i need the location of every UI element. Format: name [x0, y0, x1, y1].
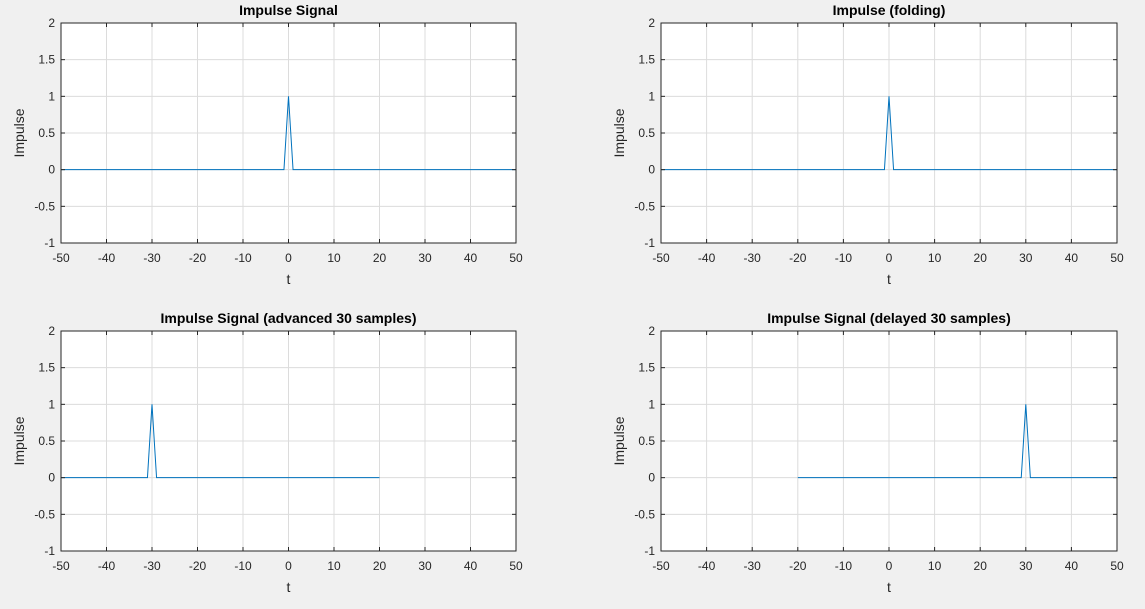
x-tick-label: -10	[234, 559, 252, 573]
series-line-1	[61, 404, 380, 479]
x-tick-label: -30	[143, 559, 161, 573]
x-tick-label: -20	[789, 251, 807, 265]
y-tick-label: 1.5	[38, 361, 55, 375]
chart-title: Impulse Signal (delayed 30 samples)	[767, 310, 1011, 326]
x-tick-label: 30	[1019, 251, 1033, 265]
x-tick-label: -20	[789, 559, 807, 573]
x-tick-label: 50	[509, 251, 523, 265]
x-tick-label: 50	[509, 559, 523, 573]
x-tick-label: 30	[418, 559, 432, 573]
y-tick-label: 0.5	[638, 434, 655, 448]
y-tick-label: -0.5	[34, 199, 55, 213]
x-tick-label: -10	[234, 251, 252, 265]
y-tick-label: 1	[48, 89, 55, 103]
y-tick-label: 0.5	[38, 434, 55, 448]
x-tick-label: -20	[189, 251, 207, 265]
y-tick-label: 1.5	[38, 53, 55, 67]
x-tick-label: -50	[52, 559, 70, 573]
y-tick-label: -0.5	[634, 199, 655, 213]
x-tick-label: -10	[835, 559, 853, 573]
y-tick-label: 0	[48, 163, 55, 177]
chart-title: Impulse Signal (advanced 30 samples)	[161, 310, 417, 326]
subplot-1: -50 -40 -30 -20 -10 0 10 20 30 40 50 -1 -0.5 0 0.5 1 1.5…	[11, 2, 523, 287]
chart-title: Impulse Signal	[239, 2, 338, 18]
y-tick-label: 2	[48, 324, 55, 338]
x-axis-label: t	[887, 271, 891, 287]
y-axis-label: Impulse	[611, 416, 627, 465]
y-tick-label: -1	[44, 544, 55, 558]
chart-title: Impulse (folding)	[833, 2, 946, 18]
y-axis-label: Impulse	[11, 108, 27, 157]
x-tick-label: 20	[373, 251, 387, 265]
y-tick-label: 1.5	[638, 53, 655, 67]
x-tick-label: -50	[652, 559, 670, 573]
x-tick-label: 50	[1110, 251, 1124, 265]
y-tick-label: -1	[644, 236, 655, 250]
y-tick-label: 0.5	[38, 126, 55, 140]
subplot-2: -50 -40 -30 -20 -10 0 10 20 30 40 50 -1 -0.5 0 0.5 1 1.5…	[611, 2, 1124, 287]
x-tick-label: 10	[327, 251, 341, 265]
x-tick-label: -50	[652, 251, 670, 265]
x-tick-label: 20	[974, 251, 988, 265]
x-axis-label: t	[887, 579, 891, 595]
x-tick-label: -30	[744, 559, 762, 573]
series-line-1	[797, 404, 1117, 479]
x-tick-label: 0	[285, 251, 292, 265]
y-tick-label: -1	[644, 544, 655, 558]
y-tick-label: -0.5	[34, 507, 55, 521]
y-tick-label: 2	[48, 16, 55, 30]
x-axis-label: t	[287, 271, 291, 287]
x-tick-label: -40	[698, 251, 716, 265]
x-tick-label: -20	[189, 559, 207, 573]
x-tick-label: 10	[928, 251, 942, 265]
y-axis-label: Impulse	[611, 108, 627, 157]
y-tick-label: 0	[648, 471, 655, 485]
x-tick-label: 10	[327, 559, 341, 573]
x-tick-label: 30	[1019, 559, 1033, 573]
x-tick-label: 0	[886, 251, 893, 265]
x-tick-label: -50	[52, 251, 70, 265]
x-tick-label: -10	[835, 251, 853, 265]
y-tick-label: 2	[648, 324, 655, 338]
x-tick-label: 20	[974, 559, 988, 573]
x-tick-label: 40	[464, 559, 478, 573]
x-tick-label: 0	[285, 559, 292, 573]
series-line-1	[61, 96, 516, 171]
y-tick-label: 2	[648, 16, 655, 30]
y-tick-label: -0.5	[634, 507, 655, 521]
x-tick-label: -40	[698, 559, 716, 573]
x-tick-label: -30	[744, 251, 762, 265]
y-tick-label: 1	[648, 397, 655, 411]
x-tick-label: 0	[886, 559, 893, 573]
x-tick-label: 50	[1110, 559, 1124, 573]
x-tick-label: -40	[98, 251, 116, 265]
y-tick-label: 1.5	[638, 361, 655, 375]
x-axis-label: t	[287, 579, 291, 595]
subplot-4: -50 -40 -30 -20 -10 0 10 20 30 40 50 -1 -0.5 0 0.5 1 1.5…	[611, 310, 1124, 595]
series-line-1	[661, 96, 1117, 171]
y-axis-label: Impulse	[11, 416, 27, 465]
y-tick-label: 1	[48, 397, 55, 411]
y-tick-label: 0	[48, 471, 55, 485]
x-tick-label: -40	[98, 559, 116, 573]
x-tick-label: 20	[373, 559, 387, 573]
y-tick-label: -1	[44, 236, 55, 250]
subplot-3: -50 -40 -30 -20 -10 0 10 20 30 40 50 -1 -0.5 0 0.5 1 1.5…	[11, 310, 523, 595]
y-tick-label: 1	[648, 89, 655, 103]
x-tick-label: 10	[928, 559, 942, 573]
y-tick-label: 0.5	[638, 126, 655, 140]
x-tick-label: 40	[1065, 251, 1079, 265]
y-tick-label: 0	[648, 163, 655, 177]
x-tick-label: -30	[143, 251, 161, 265]
x-tick-label: 30	[418, 251, 432, 265]
x-tick-label: 40	[1065, 559, 1079, 573]
x-tick-label: 40	[464, 251, 478, 265]
